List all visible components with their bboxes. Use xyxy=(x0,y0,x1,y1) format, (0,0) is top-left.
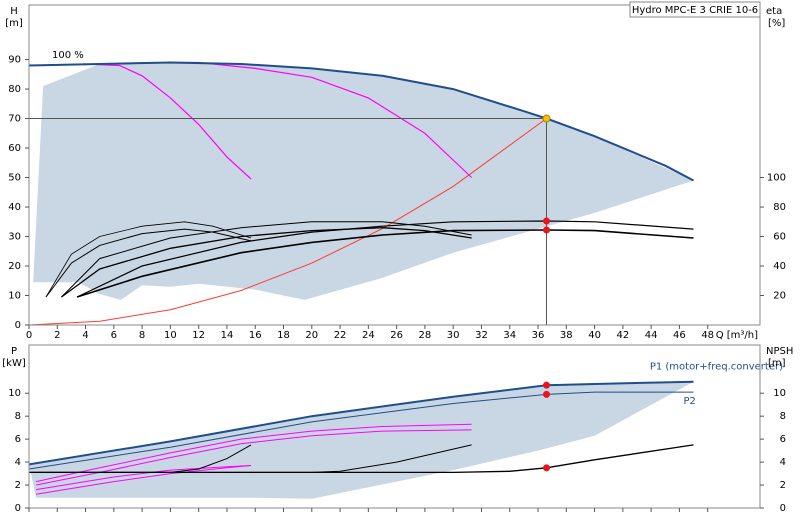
duty-point xyxy=(542,390,550,398)
curve xyxy=(61,227,472,298)
y2-tick-label: 60 xyxy=(773,232,786,243)
curve xyxy=(36,465,252,495)
duty-point xyxy=(542,226,550,234)
curve-label: P2 xyxy=(684,396,696,407)
y-axis-unit: [m] xyxy=(5,18,23,29)
x-tick-label: 44 xyxy=(645,330,658,341)
y2-axis-label: eta xyxy=(766,6,782,17)
y-tick-label: 70 xyxy=(8,114,21,125)
x-tick-label: 2 xyxy=(54,330,60,341)
y-tick-label: 40 xyxy=(8,202,21,213)
y-tick-label: 30 xyxy=(8,232,21,243)
x-axis-label: Q [m³/h] xyxy=(716,330,758,341)
y-axis-unit: [kW] xyxy=(2,358,26,369)
y-tick-label: 8 xyxy=(15,411,21,422)
y2-tick-label: 6 xyxy=(780,434,786,445)
curve xyxy=(61,221,472,298)
y-tick-label: 6 xyxy=(15,434,21,445)
x-tick-label: 14 xyxy=(221,330,234,341)
plot-area xyxy=(29,61,694,325)
x-tick-label: 40 xyxy=(588,330,601,341)
y2-tick-label: 10 xyxy=(773,388,786,399)
y-tick-label: 60 xyxy=(8,143,21,154)
y-tick-label: 10 xyxy=(8,388,21,399)
curve xyxy=(36,465,252,491)
y-tick-label: 20 xyxy=(8,261,21,272)
plot-frame xyxy=(28,4,761,326)
x-tick-label: 4 xyxy=(82,330,88,341)
y2-axis-unit: [%] xyxy=(768,18,785,29)
y-tick-label: 80 xyxy=(8,84,21,95)
title-box xyxy=(629,1,761,18)
x-tick-label: 26 xyxy=(390,330,403,341)
curve xyxy=(29,61,694,182)
duty-point xyxy=(542,464,550,472)
curve xyxy=(29,118,547,325)
y2-tick-label: 0 xyxy=(780,503,786,514)
x-tick-label: 18 xyxy=(277,330,290,341)
x-tick-label: 0 xyxy=(26,330,32,341)
x-tick-label: 16 xyxy=(249,330,262,341)
y-tick-label: 90 xyxy=(8,55,21,66)
duty-point xyxy=(542,217,550,225)
x-tick-label: 6 xyxy=(111,330,117,341)
x-tick-label: 10 xyxy=(164,330,177,341)
x-tick-label: 30 xyxy=(447,330,460,341)
x-tick-label: 20 xyxy=(305,330,318,341)
curve xyxy=(76,229,694,298)
y-axis-label: H xyxy=(10,6,18,17)
y2-tick-label: 8 xyxy=(780,411,786,422)
curve xyxy=(76,220,694,298)
x-tick-label: 24 xyxy=(362,330,375,341)
x-tick-label: 42 xyxy=(616,330,629,341)
y-tick-label: 0 xyxy=(15,320,21,331)
plot-area xyxy=(29,380,694,499)
plot-frame xyxy=(28,344,761,509)
y-tick-label: 2 xyxy=(15,480,21,491)
y2-tick-label: 20 xyxy=(773,291,786,302)
x-tick-label: 8 xyxy=(139,330,145,341)
x-tick-label: 36 xyxy=(532,330,545,341)
duty-point xyxy=(542,114,551,123)
y2-tick-label: 4 xyxy=(780,457,786,468)
curve xyxy=(29,380,694,466)
x-tick-label: 32 xyxy=(475,330,488,341)
y2-tick-label: 40 xyxy=(773,261,786,272)
duty-point xyxy=(542,381,550,389)
x-tick-label: 46 xyxy=(673,330,686,341)
curve xyxy=(29,391,694,470)
curve xyxy=(29,444,694,474)
y-tick-label: 4 xyxy=(15,457,21,468)
y-tick-label: 50 xyxy=(8,173,21,184)
curve xyxy=(45,221,252,298)
x-tick-label: 38 xyxy=(560,330,573,341)
y2-axis-unit: [m] xyxy=(768,358,786,369)
y2-tick-label: 100 xyxy=(767,173,786,184)
x-tick-label: 34 xyxy=(503,330,516,341)
y-axis-label: P xyxy=(11,346,17,357)
chart-title: Hydro MPC-E 3 CRIE 10-6 xyxy=(632,5,758,16)
x-tick-label: 22 xyxy=(334,330,347,341)
x-tick-label: 28 xyxy=(419,330,432,341)
y2-tick-label: 2 xyxy=(780,480,786,491)
annotation: 100 % xyxy=(52,50,84,61)
curve xyxy=(35,423,472,483)
y2-axis-label: NPSH xyxy=(766,346,793,357)
curve-label: P1 (motor+freq.converter) xyxy=(650,362,783,373)
y2-tick-label: 80 xyxy=(773,202,786,213)
y-tick-label: 0 xyxy=(15,503,21,514)
x-tick-label: 12 xyxy=(192,330,205,341)
operating-range xyxy=(33,62,694,300)
x-tick-label: 48 xyxy=(701,330,714,341)
y-tick-label: 10 xyxy=(8,291,21,302)
